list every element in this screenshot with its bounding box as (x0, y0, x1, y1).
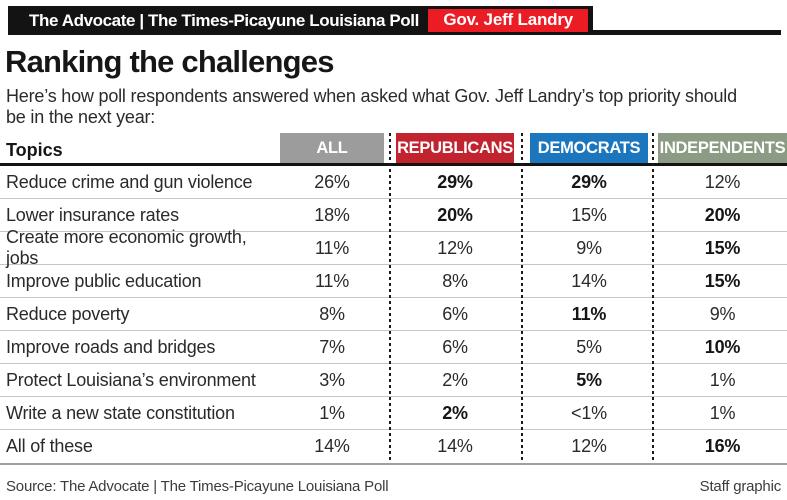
value-cell-all: 11% (314, 237, 350, 258)
source-credit: Source: The Advocate | The Times-Picayun… (6, 478, 389, 495)
value-cell-democrats: 14% (571, 270, 607, 291)
value-cell-democrats: 11% (571, 303, 607, 324)
topic-cell: Reduce crime and gun violence (6, 171, 253, 192)
value-cell-republicans: 12% (437, 237, 473, 258)
value-cell-independents: 9% (709, 303, 736, 324)
topic-cell: Create more economic growth, jobs (6, 227, 247, 268)
value-cell-democrats: 5% (576, 369, 602, 390)
footer: Source: The Advocate | The Times-Picayun… (6, 478, 781, 495)
value-cell-republicans: 14% (437, 436, 473, 456)
topic-cell: Lower insurance rates (6, 204, 179, 225)
value-cell-independents: 1% (709, 402, 736, 423)
value-cell-democrats: 12% (571, 436, 607, 456)
value-cell-independents: 10% (704, 336, 741, 357)
topic-cell: Write a new state constitution (6, 402, 235, 423)
value-cell-all: 3% (319, 369, 345, 390)
value-cell-democrats: 15% (571, 204, 607, 225)
masthead-bar: The Advocate | The Times-Picayune Louisi… (8, 6, 593, 35)
value-cell-democrats: 5% (576, 336, 602, 357)
table-row: Lower insurance rates 18% 20% 15% 20% (0, 199, 787, 232)
value-cell-all: 11% (314, 270, 350, 291)
value-cell-democrats: 29% (571, 171, 607, 192)
masthead-brand: The Advocate | The Times-Picayune Louisi… (29, 10, 419, 30)
value-cell-all: 1% (319, 402, 345, 423)
value-cell-democrats: <1% (571, 402, 607, 423)
poll-table: Topics ALL REPUBLICANS DEMOCRATS INDEPEN… (0, 133, 787, 463)
value-cell-republicans: 2% (442, 402, 468, 423)
table-row: Protect Louisiana’s environment 3% 2% 5%… (0, 364, 787, 397)
value-cell-republicans: 29% (437, 171, 473, 192)
value-cell-republicans: 2% (442, 369, 468, 390)
value-cell-all: 26% (314, 171, 350, 192)
value-cell-all: 8% (319, 303, 345, 324)
value-cell-independents: 16% (704, 436, 741, 456)
topics-header: Topics (6, 140, 63, 160)
value-cell-independents: 15% (704, 237, 741, 258)
page-title: Ranking the challenges (5, 44, 334, 79)
topic-cell: Improve public education (6, 270, 202, 291)
topic-cell: Protect Louisiana’s environment (6, 369, 256, 390)
topic-cell: Reduce poverty (6, 303, 130, 324)
column-divider (652, 133, 654, 463)
column-header-independents: INDEPENDENTS (658, 133, 787, 163)
staff-credit: Staff graphic (699, 478, 782, 495)
table-row: Reduce crime and gun violence 26% 29% 29… (0, 166, 787, 199)
topic-cell: Improve roads and bridges (6, 336, 216, 357)
table-row: Reduce poverty 8% 6% 11% 9% (0, 298, 787, 331)
governor-badge: Gov. Jeff Landry (428, 9, 588, 32)
column-header-all: ALL (280, 133, 384, 163)
value-cell-all: 18% (314, 204, 350, 225)
table-bottom-rule (0, 463, 787, 465)
value-cell-all: 14% (314, 436, 350, 456)
table-row: Improve roads and bridges 7% 6% 5% 10% (0, 331, 787, 364)
column-divider (521, 133, 523, 463)
value-cell-republicans: 6% (442, 336, 468, 357)
header-rule (0, 163, 787, 166)
table-row: Create more economic growth, jobs 11% 12… (0, 227, 787, 268)
table-row: Improve public education 11% 8% 14% 15% (0, 265, 787, 298)
table-row: Write a new state constitution 1% 2% <1%… (0, 397, 787, 430)
value-cell-republicans: 6% (442, 303, 468, 324)
table-row: All of these 14% 14% 12% 16% (0, 430, 787, 463)
column-divider (389, 133, 391, 463)
column-header-democrats: DEMOCRATS (530, 133, 648, 163)
value-cell-independents: 20% (704, 204, 741, 225)
page-subtitle: Here’s how poll respondents answered whe… (6, 86, 737, 127)
value-cell-republicans: 8% (442, 270, 468, 291)
value-cell-democrats: 9% (576, 237, 602, 258)
value-cell-independents: 15% (704, 270, 741, 291)
topic-cell: All of these (6, 436, 93, 456)
value-cell-independents: 12% (704, 171, 741, 192)
masthead-rule (593, 30, 781, 35)
value-cell-republicans: 20% (437, 204, 473, 225)
column-headers: Topics ALL REPUBLICANS DEMOCRATS INDEPEN… (0, 133, 787, 163)
value-cell-independents: 1% (709, 369, 736, 390)
column-header-republicans: REPUBLICANS (396, 133, 514, 163)
value-cell-all: 7% (319, 336, 345, 357)
table-body: Reduce crime and gun violence 26% 29% 29… (0, 166, 787, 463)
